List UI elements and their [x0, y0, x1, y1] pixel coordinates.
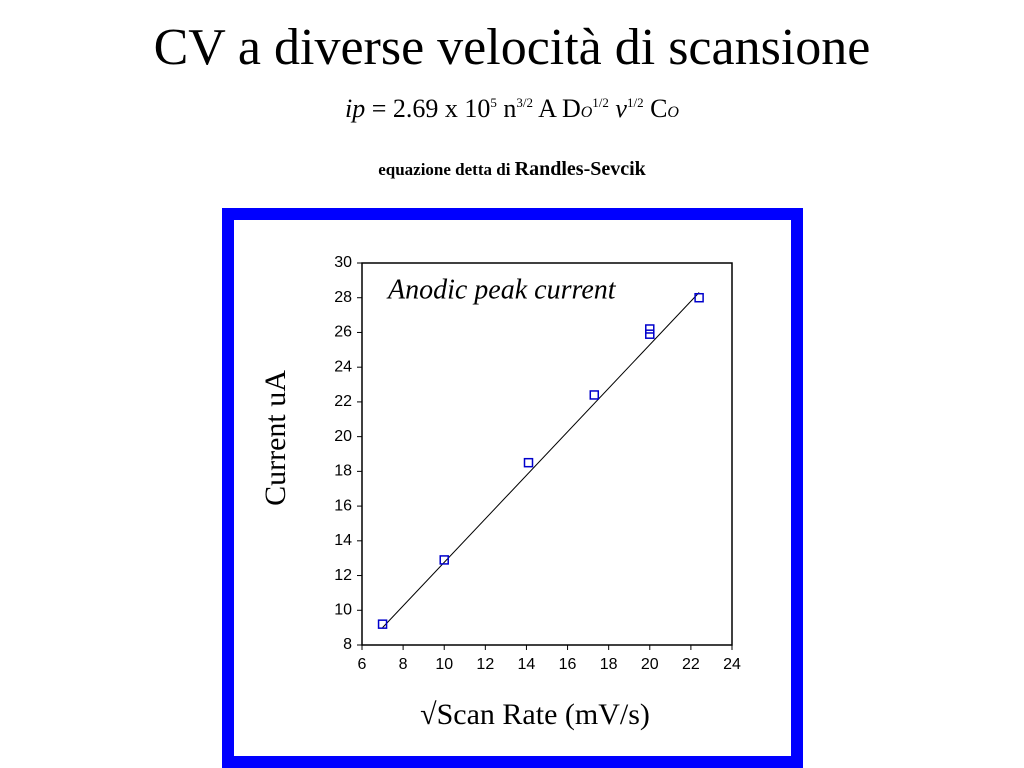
y-tick-label: 28: [334, 289, 352, 306]
eq-part: 1/2: [592, 95, 609, 110]
y-tick-label: 16: [334, 497, 352, 514]
y-tick-label: 30: [334, 254, 352, 271]
y-tick-label: 22: [334, 393, 352, 410]
data-point: [694, 292, 704, 303]
data-point: [523, 457, 534, 468]
subtitle: equazione detta di Randles-Sevcik: [0, 158, 1024, 181]
eq-part: A D: [533, 94, 581, 123]
eq-part: 5: [490, 95, 497, 110]
data-point: [439, 555, 449, 565]
plot-area: [361, 262, 733, 646]
x-tick-label: 18: [600, 656, 618, 673]
eq-part: 1/2: [626, 95, 644, 110]
eq-part: 2.69 x 10: [392, 94, 491, 123]
data-point: [589, 390, 600, 400]
eq-part: O: [667, 104, 679, 121]
eq-part: =: [365, 94, 393, 123]
eq-part: O: [580, 104, 593, 121]
chart-frame: [222, 208, 803, 768]
subtitle-text: equazione detta di: [378, 160, 511, 179]
eq-part: v: [608, 94, 627, 123]
y-tick-label: 18: [334, 463, 352, 480]
x-tick-label: 12: [476, 656, 494, 673]
x-tick-label: 16: [559, 656, 577, 673]
y-axis-label: Current uA: [259, 370, 292, 506]
x-tick-label: 14: [518, 656, 536, 673]
eq-part: C: [643, 94, 668, 123]
data-point: [645, 324, 655, 334]
x-axis-label: √Scan Rate (mV/s): [420, 698, 650, 731]
annotation: Anodic peak current: [386, 274, 617, 305]
x-tick-label: 20: [641, 656, 659, 673]
eq-part: ip: [345, 94, 366, 123]
subtitle-name: Randles-Sevcik: [514, 158, 646, 180]
x-tick-label: 22: [682, 656, 700, 673]
eq-part: 3/2: [516, 95, 534, 110]
data-point: [645, 329, 655, 339]
y-tick-label: 12: [334, 567, 352, 584]
y-tick-label: 26: [334, 324, 352, 341]
x-tick-label: 8: [399, 656, 408, 673]
x-tick-label: 6: [358, 656, 367, 673]
y-tick-label: 8: [343, 636, 352, 653]
slide-title: CV a diverse velocità di scansione: [153, 19, 871, 76]
y-tick-label: 14: [334, 532, 352, 549]
x-tick-label: 24: [723, 656, 741, 673]
data-point: [377, 619, 388, 629]
y-tick-label: 20: [334, 428, 352, 445]
y-tick-label: 24: [334, 358, 352, 375]
equation: ip = 2.69 x 105 n3/2 A DO1/2 v1/2 CO: [0, 94, 1024, 124]
fit-line: [382, 292, 700, 628]
x-tick-label: 10: [435, 656, 453, 673]
y-tick-label: 10: [334, 601, 352, 618]
eq-part: n: [496, 94, 517, 123]
